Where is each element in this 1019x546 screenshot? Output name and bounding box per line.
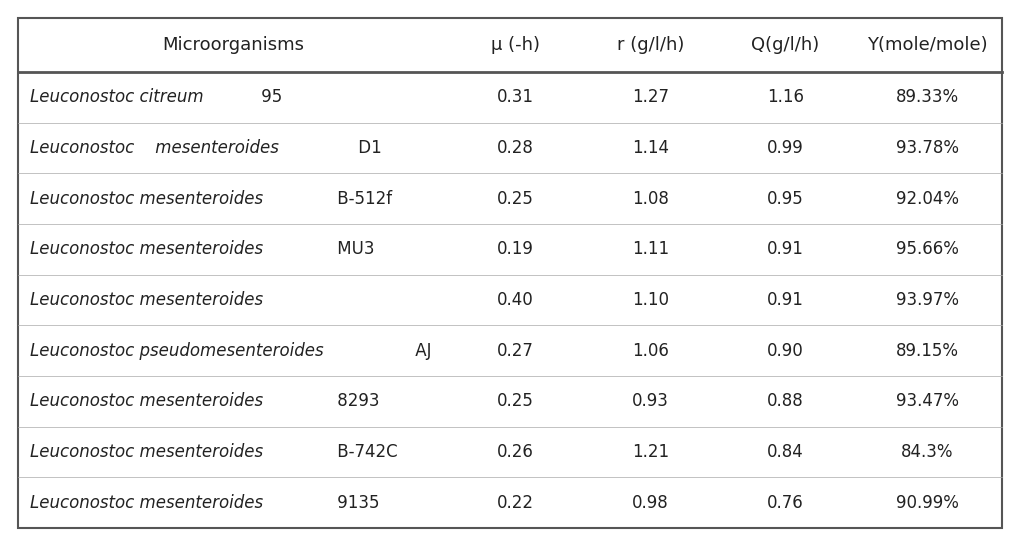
Text: 0.95: 0.95 [766, 189, 803, 207]
Text: 0.22: 0.22 [496, 494, 534, 512]
Text: 1.10: 1.10 [632, 291, 668, 309]
Text: D1: D1 [353, 139, 381, 157]
Text: 0.88: 0.88 [766, 393, 803, 411]
Text: 1.08: 1.08 [632, 189, 668, 207]
Text: Q(g/l/h): Q(g/l/h) [751, 36, 819, 54]
Text: 95: 95 [256, 88, 281, 106]
Text: 1.06: 1.06 [632, 342, 668, 360]
Text: 9135: 9135 [332, 494, 379, 512]
Text: Leuconostoc mesenteroides: Leuconostoc mesenteroides [30, 443, 263, 461]
Text: 0.28: 0.28 [496, 139, 533, 157]
Text: Leuconostoc mesenteroides: Leuconostoc mesenteroides [30, 189, 263, 207]
Text: 0.91: 0.91 [766, 240, 803, 258]
Text: 89.33%: 89.33% [895, 88, 958, 106]
Text: 0.31: 0.31 [496, 88, 534, 106]
Text: 1.16: 1.16 [766, 88, 803, 106]
Text: 93.97%: 93.97% [895, 291, 958, 309]
Text: Leuconostoc mesenteroides: Leuconostoc mesenteroides [30, 240, 263, 258]
Text: 0.99: 0.99 [766, 139, 803, 157]
Text: 95.66%: 95.66% [895, 240, 958, 258]
Text: 8293: 8293 [332, 393, 379, 411]
Text: Leuconostoc    mesenteroides: Leuconostoc mesenteroides [30, 139, 278, 157]
Text: 0.40: 0.40 [496, 291, 533, 309]
Text: 1.11: 1.11 [632, 240, 668, 258]
Text: B-512f: B-512f [332, 189, 392, 207]
Text: 0.27: 0.27 [496, 342, 533, 360]
Text: Leuconostoc mesenteroides: Leuconostoc mesenteroides [30, 393, 263, 411]
Text: 0.93: 0.93 [632, 393, 668, 411]
Text: 0.90: 0.90 [766, 342, 803, 360]
Text: AJ: AJ [410, 342, 431, 360]
Text: 1.27: 1.27 [632, 88, 668, 106]
Text: B-742C: B-742C [332, 443, 397, 461]
Text: 89.15%: 89.15% [895, 342, 958, 360]
Text: 84.3%: 84.3% [901, 443, 953, 461]
Text: Microorganisms: Microorganisms [162, 36, 304, 54]
Text: 90.99%: 90.99% [895, 494, 958, 512]
Text: μ (-h): μ (-h) [490, 36, 539, 54]
Text: 93.47%: 93.47% [895, 393, 958, 411]
Text: 0.76: 0.76 [766, 494, 803, 512]
Text: Leuconostoc mesenteroides: Leuconostoc mesenteroides [30, 494, 263, 512]
Text: 0.25: 0.25 [496, 189, 533, 207]
Text: 0.91: 0.91 [766, 291, 803, 309]
Text: 92.04%: 92.04% [895, 189, 958, 207]
Text: 0.26: 0.26 [496, 443, 533, 461]
Text: 0.84: 0.84 [766, 443, 803, 461]
Text: 93.78%: 93.78% [895, 139, 958, 157]
Text: 0.98: 0.98 [632, 494, 668, 512]
Text: Leuconostoc mesenteroides: Leuconostoc mesenteroides [30, 291, 263, 309]
Text: Y(mole/mole): Y(mole/mole) [866, 36, 986, 54]
Text: 1.14: 1.14 [632, 139, 668, 157]
Text: 1.21: 1.21 [632, 443, 668, 461]
Text: r (g/l/h): r (g/l/h) [616, 36, 684, 54]
Text: 0.19: 0.19 [496, 240, 533, 258]
Text: Leuconostoc citreum: Leuconostoc citreum [30, 88, 204, 106]
Text: MU3: MU3 [332, 240, 374, 258]
Text: 0.25: 0.25 [496, 393, 533, 411]
Text: Leuconostoc pseudomesenteroides: Leuconostoc pseudomesenteroides [30, 342, 323, 360]
